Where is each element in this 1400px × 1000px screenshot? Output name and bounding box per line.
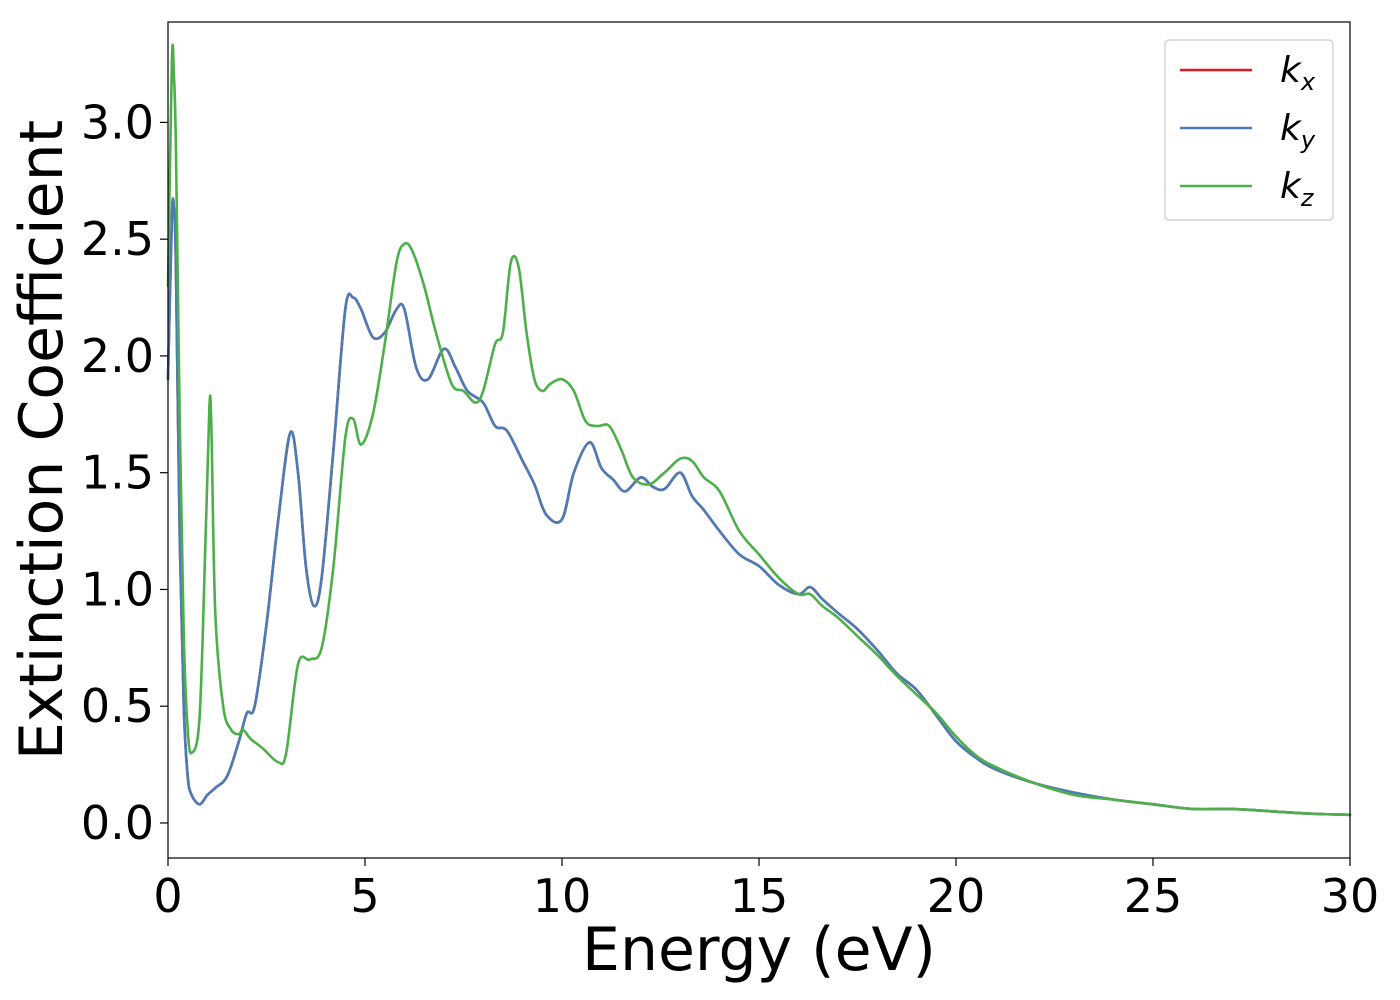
series-layer (166, 43, 1352, 817)
x-tick-label: 10 (533, 869, 592, 923)
series-line-y (166, 197, 1352, 817)
series-line-z (166, 43, 1352, 817)
legend-label-x: kx (1280, 50, 1316, 96)
legend-label-z: kz (1280, 166, 1315, 212)
y-tick-label: 1.0 (81, 562, 154, 616)
legend-label-y: ky (1280, 108, 1316, 154)
y-tick-label: 0.5 (81, 679, 154, 733)
x-tick-label: 25 (1124, 869, 1183, 923)
x-tick-label: 0 (153, 869, 182, 923)
x-tick-label: 20 (927, 869, 986, 923)
x-tick-label: 5 (350, 869, 379, 923)
y-tick-label: 1.5 (81, 446, 154, 500)
y-axis: 0.0 0.5 1.0 1.5 2.0 2.5 3.0 (81, 95, 168, 850)
x-axis-label: Energy (eV) (582, 915, 936, 985)
y-axis-label: Extinction Coefficient (7, 120, 77, 760)
y-tick-label: 0.0 (81, 796, 154, 850)
legend-box (1164, 39, 1334, 221)
y-tick-label: 2.5 (81, 212, 154, 266)
x-tick-label: 15 (730, 869, 789, 923)
y-tick-label: 3.0 (81, 95, 154, 149)
legend: kx ky kz (1164, 39, 1334, 221)
y-tick-label: 2.0 (81, 329, 154, 383)
x-axis: 0 5 10 15 20 25 30 (153, 858, 1379, 923)
x-tick-label: 30 (1321, 869, 1380, 923)
